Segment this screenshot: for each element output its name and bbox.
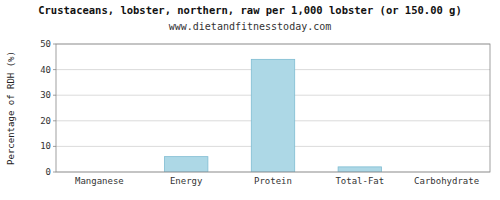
y-tick	[53, 44, 56, 45]
y-tick-label: 40	[40, 65, 51, 75]
title: Crustaceans, lobster, northern, raw per …	[38, 4, 462, 16]
x-tick-label: Carbohydrate	[414, 176, 479, 186]
y-axis-label: Percentage of RDH (%)	[6, 51, 16, 165]
y-tick	[53, 172, 56, 173]
chart-container: Crustaceans, lobster, northern, raw per …	[0, 0, 500, 200]
bar	[165, 157, 208, 172]
bars	[165, 59, 382, 172]
y-tick	[53, 95, 56, 96]
y-tick-label: 20	[40, 116, 51, 126]
grid	[56, 44, 490, 172]
y-tick-label: 50	[40, 39, 51, 49]
y-tick-label: 0	[46, 167, 51, 177]
y-tick	[53, 120, 56, 121]
x-tick-label: Manganese	[75, 176, 124, 186]
x-tick-label: Total-Fat	[335, 176, 384, 186]
y-tick-label: 10	[40, 141, 51, 151]
bar	[338, 167, 381, 172]
bar	[251, 59, 294, 172]
plot-frame	[56, 44, 490, 172]
x-tick-label: Protein	[254, 176, 292, 186]
chart-svg: Crustaceans, lobster, northern, raw per …	[0, 0, 500, 200]
y-tick-label: 30	[40, 90, 51, 100]
y-tick	[53, 69, 56, 70]
y-tick	[53, 146, 56, 147]
x-tick-label: Energy	[170, 176, 203, 186]
subtitle: www.dietandfitnesstoday.com	[169, 21, 332, 32]
